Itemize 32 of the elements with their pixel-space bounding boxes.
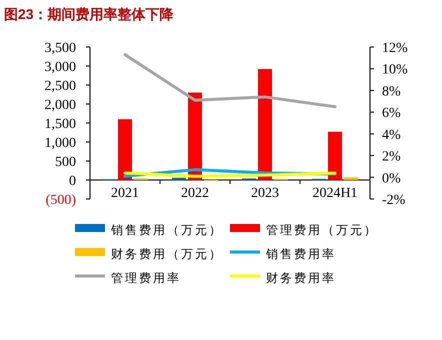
x-tick-label: 2023 xyxy=(251,186,279,201)
y2-tick-label: 8% xyxy=(382,84,401,100)
legend-label: 销售费用（万元） xyxy=(110,223,223,237)
y-tick-label: 1,500 xyxy=(44,117,76,132)
y2-tick-label: -2% xyxy=(382,193,406,208)
y2-tick-label: 4% xyxy=(382,128,401,143)
x-tick-label: 2024H1 xyxy=(312,186,358,201)
y2-tick-label: 2% xyxy=(382,150,401,165)
bar xyxy=(258,69,272,180)
bar xyxy=(344,177,358,180)
y2-tick-label: 6% xyxy=(382,106,401,122)
chart-title: 图23：期间费用率整体下降 xyxy=(4,6,175,22)
y2-tick-label: 12% xyxy=(382,41,408,56)
y-tick-label: 500 xyxy=(55,155,76,170)
y-tick-label: 2,000 xyxy=(44,98,76,113)
y-tick-label: 3,000 xyxy=(44,60,76,75)
y-tick-label: 3,500 xyxy=(44,41,76,56)
y2-tick-label: 10% xyxy=(382,62,408,78)
y-tick-label: 1,000 xyxy=(44,136,76,151)
y2-tick-label: 0% xyxy=(382,171,401,186)
bar xyxy=(118,119,132,180)
legend-label: 财务费用率 xyxy=(266,271,336,285)
x-tick-label: 2022 xyxy=(181,186,209,201)
legend-label: 销售费用率 xyxy=(265,247,336,261)
y-tick-label: 2,500 xyxy=(44,79,76,94)
legend-label: 财务费用（万元） xyxy=(111,247,223,261)
y-tick-label: 0 xyxy=(69,174,76,189)
x-tick-label: 2021 xyxy=(111,186,139,201)
bar xyxy=(328,132,342,180)
legend-label: 管理费用率 xyxy=(111,271,181,285)
y-tick-label: (500) xyxy=(46,193,76,208)
legend-label: 管理费用（万元） xyxy=(266,223,378,237)
